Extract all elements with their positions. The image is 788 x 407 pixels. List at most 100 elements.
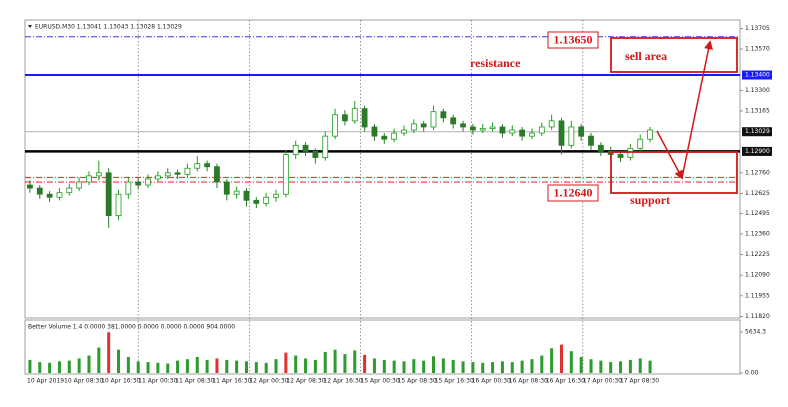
- sell-area-label: sell area: [625, 49, 667, 63]
- candle-body: [27, 184, 33, 189]
- candle-body: [56, 192, 63, 198]
- candle-body: [430, 111, 437, 128]
- volume-bar: [294, 355, 298, 373]
- candle-body: [617, 154, 624, 158]
- candle-body: [509, 129, 516, 134]
- candle-body: [391, 132, 398, 140]
- y-tick-label: 1.13165: [745, 107, 770, 114]
- x-tick-label: 17 Apr 00:30: [583, 378, 622, 385]
- candle-body: [273, 193, 279, 198]
- volume-bar: [77, 358, 81, 373]
- volume-bar: [284, 352, 288, 373]
- candle-body: [440, 111, 447, 119]
- candle-body: [450, 117, 457, 125]
- candle-body: [568, 126, 575, 146]
- volume-bar: [451, 359, 455, 373]
- volume-bar: [619, 361, 623, 373]
- volume-bar: [333, 349, 337, 373]
- volume-bar: [569, 351, 573, 373]
- candle-body: [95, 172, 102, 177]
- candle-body: [263, 196, 270, 204]
- volume-bar: [382, 359, 386, 373]
- volume-tick-label: 5634.3: [745, 329, 766, 336]
- candle-body: [371, 126, 378, 137]
- volume-bar: [205, 359, 209, 373]
- volume-bar: [500, 361, 504, 373]
- volume-bar: [126, 356, 130, 373]
- candle-body: [184, 167, 191, 175]
- arrow: [656, 130, 683, 180]
- price-marker: [742, 70, 772, 80]
- volume-bar: [648, 360, 652, 373]
- volume-bar: [363, 354, 367, 373]
- volume-bar: [628, 359, 632, 373]
- candle-body: [558, 120, 565, 146]
- candle-body: [86, 175, 92, 183]
- candle-body: [499, 126, 506, 134]
- candle-body: [243, 190, 250, 201]
- y-tick-label: 1.13570: [745, 46, 770, 53]
- volume-title: Better Volume 1.4 0.0000 381.0000 0.0000…: [28, 324, 235, 331]
- volume-bar: [353, 350, 357, 373]
- candle-body: [351, 108, 358, 122]
- volume-bar: [244, 361, 248, 373]
- volume-panel: [24, 319, 741, 375]
- volume-bar: [530, 359, 534, 373]
- volume-bar: [343, 354, 347, 373]
- price-panel: [24, 19, 741, 319]
- candle-body: [145, 178, 151, 186]
- price-marker-label: 1.13400: [745, 72, 770, 79]
- volume-bar: [372, 358, 376, 373]
- y-tick-label: 1.12090: [745, 272, 770, 279]
- candle-body: [154, 175, 161, 180]
- volume-bar: [313, 359, 317, 373]
- candle-body: [76, 181, 83, 189]
- candle-body: [194, 163, 201, 169]
- volume-bar: [107, 332, 111, 373]
- x-tick-label: 12 Apr 00:30: [249, 378, 288, 385]
- chart-header: EURUSD,M30 1.13041 1.13043 1.13028 1.130…: [35, 24, 182, 31]
- y-tick-label: 1.11955: [745, 292, 770, 299]
- candle-body: [46, 193, 53, 198]
- volume-bar: [402, 361, 406, 373]
- volume-bar: [559, 344, 563, 373]
- candle-body: [292, 144, 299, 155]
- candle-body: [164, 172, 171, 177]
- candle-body: [332, 114, 338, 137]
- x-tick-label: 17 Apr 08:30: [620, 378, 659, 385]
- volume-bar: [146, 362, 150, 373]
- candle-body: [420, 123, 427, 128]
- candle-body: [135, 181, 142, 186]
- x-tick-label: 10 Apr 16:30: [101, 378, 140, 385]
- x-tick-label: 12 Apr 08:30: [286, 378, 325, 385]
- candle-body: [597, 144, 604, 152]
- volume-bar: [225, 359, 229, 373]
- x-tick-label: 16 Apr 00:30: [472, 378, 511, 385]
- y-tick-label: 1.12760: [745, 169, 770, 176]
- volume-bar: [185, 359, 189, 373]
- x-tick-label: 12 Apr 16:30: [323, 378, 362, 385]
- support-label: support: [630, 193, 670, 207]
- y-tick-label: 1.12495: [745, 210, 770, 217]
- candle-body: [105, 172, 112, 217]
- volume-bar: [28, 359, 32, 373]
- volume-bar: [461, 361, 465, 373]
- candle-body: [312, 151, 319, 158]
- volume-bar: [609, 362, 613, 373]
- arrow: [681, 40, 713, 179]
- y-tick-label: 1.12625: [745, 190, 770, 197]
- volume-bar: [510, 362, 514, 373]
- support-box: [610, 151, 738, 194]
- volume-bar: [57, 361, 61, 373]
- price-marker-label: 1.12900: [745, 148, 770, 155]
- volume-bar: [38, 362, 42, 373]
- volume-bar: [540, 355, 544, 373]
- price-marker: [742, 127, 772, 137]
- menu-triangle[interactable]: [28, 25, 32, 28]
- candle-body: [253, 199, 260, 204]
- annotation-box: [547, 184, 599, 202]
- candle-body: [489, 126, 496, 129]
- candle-body: [401, 129, 407, 134]
